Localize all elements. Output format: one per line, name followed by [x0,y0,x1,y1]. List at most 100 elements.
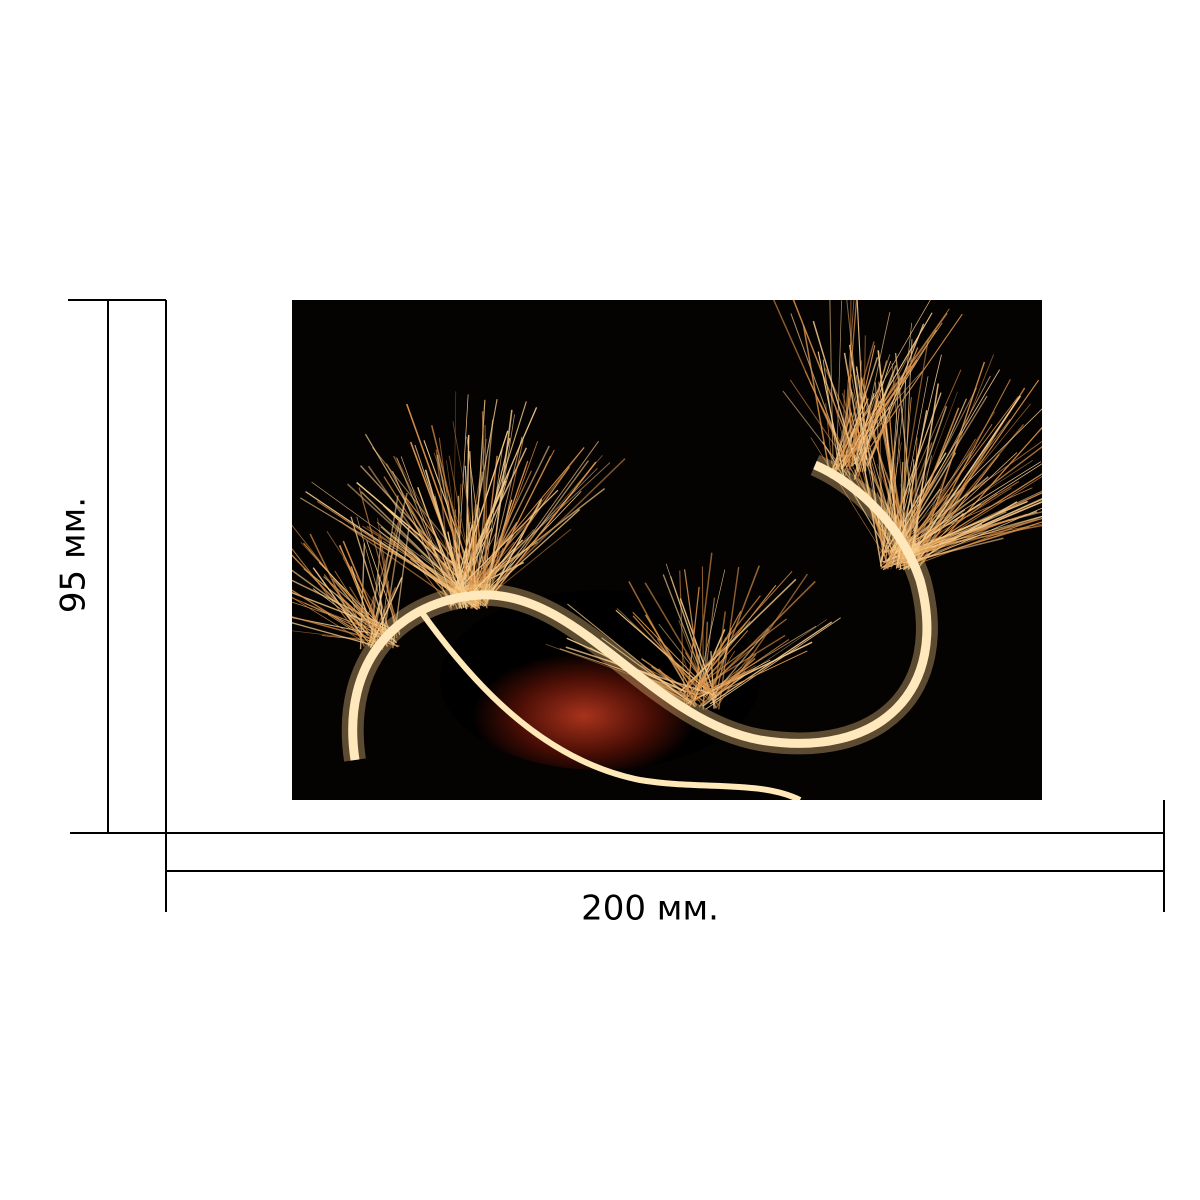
spark [364,433,469,608]
spark [567,603,682,697]
spark [898,507,1042,571]
spark [414,564,477,610]
spark [424,469,468,610]
spark [890,395,988,555]
spark [451,447,528,605]
spark [893,461,1042,554]
spark [822,441,891,555]
spark [318,562,398,644]
spark [370,539,382,644]
sparks [292,300,1042,710]
spark [449,489,559,598]
spark [474,470,532,592]
spark [860,313,963,461]
spark [891,408,1042,557]
spark [346,483,478,605]
spark [901,411,996,561]
spark [829,300,834,476]
spark [641,658,706,703]
spark [487,440,524,604]
spark [448,455,476,593]
spark [435,449,453,596]
spark [906,395,1022,564]
spark [893,375,991,556]
spark [400,456,454,602]
spark [467,539,524,598]
spark [482,460,589,606]
spark [708,565,760,698]
spark [830,388,852,471]
spark [469,450,477,601]
spark [918,426,1042,567]
spark [461,399,498,591]
spark [356,516,394,645]
spark [450,524,473,606]
spark [679,570,685,704]
spark [328,581,379,645]
spark [461,401,527,606]
spark [686,586,700,699]
spark [372,495,399,644]
spark [688,610,742,707]
spark [482,436,523,598]
spark [831,308,950,475]
spark [853,365,897,480]
spark [833,370,923,471]
spark [481,466,570,591]
spark [342,540,387,643]
spark [292,596,377,650]
width-label: 200 мм. [581,889,719,929]
spark [912,515,1042,557]
spark [709,621,833,705]
spark [898,515,1042,557]
spark [484,424,489,600]
spark [311,481,480,604]
spark [705,617,841,710]
light-trail [348,460,932,761]
light-trail-glow [341,454,938,762]
spark [480,502,542,598]
spark [683,569,703,691]
spark [449,430,509,607]
spark [545,643,682,694]
photo-glow [440,590,760,770]
spark [426,527,465,597]
spark [679,598,716,696]
spark [644,614,694,692]
spark [851,354,891,466]
spark [488,461,597,600]
spark [913,487,965,569]
spark [901,487,1012,558]
spark [842,300,855,461]
spark [908,383,939,567]
spark [845,376,849,476]
spark [879,392,942,563]
height-label: 95 мм. [54,497,94,613]
spark [369,577,403,648]
spark [292,601,390,635]
spark [694,580,816,702]
spark [378,536,397,633]
spark [772,300,847,463]
spark [327,614,375,645]
spark [474,458,626,605]
spark [601,637,692,704]
spark [887,490,1042,565]
width-dimension: 200 мм. [165,800,1165,929]
height-dimension: 95 мм. [54,299,167,834]
spark [644,582,719,705]
spark [887,322,912,553]
spark [694,569,726,702]
spark [843,322,943,464]
spark [840,357,879,470]
spark [855,360,892,466]
spark [292,622,376,647]
spark [884,479,935,570]
spark [405,403,481,609]
spark [656,638,693,697]
spark [343,611,369,643]
spark [466,531,497,592]
spark [455,394,469,601]
spark [292,548,367,646]
